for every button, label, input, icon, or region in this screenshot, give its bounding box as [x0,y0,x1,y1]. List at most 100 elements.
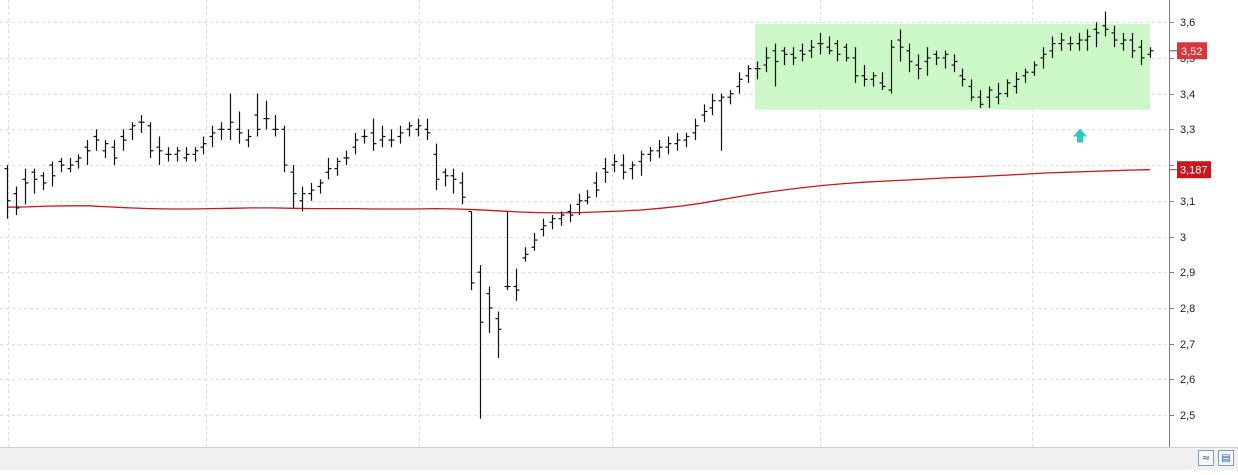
ohlc-bar [1084,29,1091,51]
ohlc-bar [692,118,699,141]
ohlc-bar [995,82,1002,105]
ohlc-bar [817,32,824,55]
ohlc-bar [174,147,181,162]
ohlc-bar [968,79,975,101]
ohlc-bar [272,115,279,137]
ohlc-bar [442,168,449,187]
ohlc-bar [906,43,913,73]
ohlc-bar [495,311,502,358]
ohlc-bar [40,172,47,191]
ohlc-bar [665,136,672,155]
y-tick-label: 3,4 [1180,89,1195,101]
moving-average-layer [6,169,1151,214]
ohlc-bar [558,211,565,226]
ohlc-bar [781,47,788,66]
ohlc-bar [736,72,743,94]
ohlc-bar [388,129,395,148]
y-tick-label: 3 [1180,232,1186,244]
ohlc-bar [245,129,252,148]
moving-average-line [6,169,1151,214]
ohlc-bar [611,154,618,173]
ohlc-bar [75,154,82,169]
ohlc-bar [745,65,752,83]
ohlc-bar [549,215,556,230]
ohlc-bar [406,122,413,137]
ohlc-bar [415,118,422,137]
ohlc-bar [4,165,11,219]
ohlc-bar [754,61,761,80]
ohlc-bar [986,86,993,108]
ohlc-bar [656,140,663,158]
ohlc-bar [67,157,74,173]
ohlc-bar [227,93,234,141]
ohlc-bar [593,172,600,198]
ohlc-bar [13,186,20,216]
ohlc-bar [763,47,770,73]
ohlc-bar [49,161,56,187]
ohlc-bar [576,193,583,216]
ohlc-bar [1147,47,1154,58]
ohlc-bar [361,129,368,144]
ma-value-tag: 3,187 [1170,161,1211,179]
ohlc-bar [102,140,109,158]
ohlc-bar [638,150,645,176]
x-axis-bar [0,447,1238,470]
ohlc-bar [683,132,690,148]
ohlc-bar [325,157,332,180]
y-tick-label: 2,6 [1180,374,1195,386]
ohlc-bar [1129,32,1136,58]
ohlc-bar [192,147,199,162]
ohlc-bar [504,211,511,291]
ohlc-bar [522,247,529,262]
ohlc-bar [647,147,654,162]
ohlc-bar [84,140,91,166]
ohlc-bar [718,93,725,151]
ohlc-bar [513,268,520,301]
ohlc-bar [1058,32,1065,51]
ohlc-bar [236,111,243,144]
ohlc-bar [584,190,591,205]
ohlc-bar [290,165,297,208]
ohlc-bar [138,115,145,133]
ohlc-bar [1102,11,1109,37]
y-tick-label: 2,5 [1180,410,1195,422]
grid-lines [0,0,1169,447]
ohlc-bar [254,93,261,137]
ohlc-bar [200,136,207,155]
ohlc-bar [281,125,288,173]
ohlc-bar [701,104,708,123]
last-price-tag-text: 3,52 [1181,46,1202,58]
ohlc-bar [334,157,341,176]
ohlc-bar [343,150,350,166]
ohlc-bar [942,50,949,69]
ohlc-bar [209,125,216,148]
ohlc-bar [299,186,306,212]
ohlc-bar [1049,36,1056,58]
ohlc-bar [826,36,833,55]
ohlc-bar [602,157,609,183]
ma-value-tag-text: 3,187 [1180,165,1208,177]
ohlc-bar [808,40,815,58]
ohlc-bar [424,118,431,141]
ohlc-bar [111,140,118,166]
ohlc-bar [772,43,779,87]
ohlc-bar [629,161,636,180]
ohlc-bar [1093,22,1100,48]
expand-icon[interactable]: ≈ [1198,450,1214,466]
ohlc-bar [1111,25,1118,48]
ohlc-bar [915,54,922,80]
ohlc-bar [959,68,966,87]
save-icon[interactable]: ▤ [1218,450,1234,466]
highlight-zone [755,23,1150,110]
ohlc-bar [459,172,466,205]
ohlc-bar [924,47,931,76]
ohlc-bar [951,54,958,73]
y-tick-label: 2,8 [1180,303,1195,315]
ohlc-bar [674,132,681,151]
ohlc-bar [870,72,877,87]
ohlc-bar [1031,61,1038,76]
ohlc-bar [147,122,154,158]
ma-value-tag-box [1177,161,1211,179]
ohlc-bar [468,210,475,291]
